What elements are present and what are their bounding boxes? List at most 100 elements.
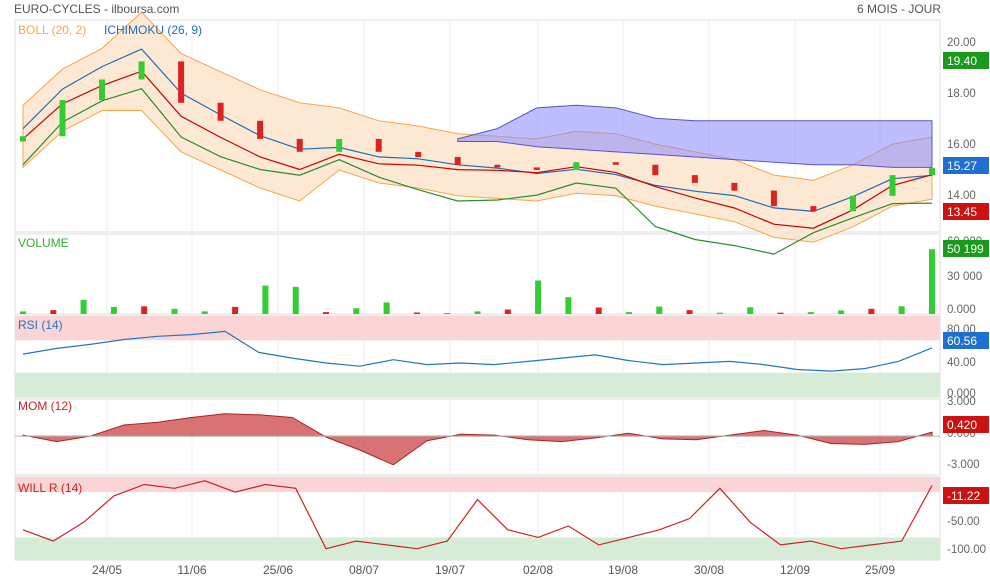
volume-panel bbox=[20, 249, 935, 314]
willr-tick-50: -50.00 bbox=[947, 516, 980, 528]
willr-oversold-zone bbox=[15, 537, 940, 560]
panel-frame-1 bbox=[14, 233, 941, 315]
candle bbox=[810, 206, 817, 212]
x-tick-label: 02/08 bbox=[523, 563, 553, 577]
chikou-line bbox=[22, 88, 933, 255]
volume-bar bbox=[565, 297, 572, 314]
price-tick-14: 14.00 bbox=[947, 190, 976, 202]
badge-mom-bg bbox=[943, 416, 989, 433]
volume-bar bbox=[262, 285, 269, 314]
badge-rsi: 60.56 bbox=[947, 334, 977, 348]
volume-bar bbox=[80, 299, 87, 314]
volume-bar bbox=[868, 308, 875, 314]
volume-bar bbox=[444, 313, 451, 314]
volume-tick-0: 0.000 bbox=[947, 304, 976, 316]
x-tick-label: 19/07 bbox=[435, 563, 465, 577]
x-axis: 24/05 11/06 25/06 08/07 19/07 02/08 19/08 30/08… bbox=[92, 563, 895, 577]
volume-bar bbox=[323, 312, 329, 314]
ichimoku-cloud bbox=[457, 104, 933, 168]
candle bbox=[691, 175, 698, 183]
candle bbox=[731, 182, 738, 191]
period-label: 6 MOIS - JOUR bbox=[856, 2, 941, 16]
bollinger-band bbox=[22, 11, 933, 243]
rsi-tick-40: 40.00 bbox=[947, 357, 976, 369]
candle bbox=[217, 102, 224, 121]
volume-bar bbox=[929, 249, 935, 314]
volume-bar bbox=[656, 306, 663, 314]
volume-bar bbox=[141, 306, 148, 314]
kijun-line bbox=[22, 70, 933, 229]
willr-label: WILL R (14) bbox=[18, 481, 82, 495]
candle bbox=[612, 162, 619, 165]
volume-bar bbox=[777, 312, 784, 314]
volume-label: VOLUME bbox=[18, 236, 69, 250]
willr-line bbox=[22, 480, 933, 550]
volume-bar bbox=[716, 312, 723, 314]
candle bbox=[257, 120, 264, 139]
price-tick-20: 20.00 bbox=[947, 37, 976, 49]
volume-bar bbox=[474, 311, 481, 314]
volume-bar bbox=[686, 310, 693, 314]
candle bbox=[929, 168, 935, 176]
candle bbox=[59, 100, 66, 137]
price-tick-16: 16.00 bbox=[947, 139, 976, 151]
x-tick-label: 19/08 bbox=[608, 563, 638, 577]
volume-bar bbox=[232, 306, 239, 314]
badge-willr: -11.22 bbox=[947, 489, 980, 503]
x-tick-label: 11/06 bbox=[177, 563, 206, 577]
volume-bar bbox=[110, 306, 117, 314]
badge-volume-bg bbox=[943, 240, 989, 257]
tenkan-line bbox=[22, 48, 933, 213]
x-tick-label: 25/09 bbox=[865, 563, 895, 577]
price-panel bbox=[20, 11, 935, 255]
badge-willr-bg bbox=[943, 487, 989, 504]
willr-overbought-zone bbox=[15, 477, 940, 493]
x-tick-label: 30/08 bbox=[694, 563, 724, 577]
candle bbox=[415, 151, 422, 158]
momentum-area bbox=[22, 413, 933, 466]
candle bbox=[889, 175, 896, 196]
volume-bar bbox=[535, 280, 542, 314]
chart-title: EURO-CYCLES - ilboursa.com bbox=[14, 2, 180, 16]
volume-bar bbox=[353, 308, 360, 314]
badge-last: 15.27 bbox=[947, 159, 977, 173]
volume-bar bbox=[504, 309, 511, 314]
candle bbox=[850, 195, 856, 212]
x-tick-label: 25/06 bbox=[263, 563, 293, 577]
volume-tick-30000: 30 000 bbox=[947, 271, 982, 283]
rsi-label: RSI (14) bbox=[18, 318, 63, 332]
volume-bar bbox=[383, 302, 390, 314]
rsi-line bbox=[22, 330, 933, 372]
candle bbox=[533, 167, 540, 170]
volume-bar bbox=[626, 312, 632, 314]
candle bbox=[375, 138, 382, 152]
rsi-panel bbox=[15, 316, 940, 397]
willr-tick-100: -100.00 bbox=[947, 544, 986, 556]
volume-bar bbox=[171, 308, 178, 314]
volume-bar bbox=[807, 312, 814, 314]
x-tick-label: 24/05 bbox=[92, 563, 122, 577]
volume-bar bbox=[413, 312, 420, 314]
mom-tick-3: 3.000 bbox=[947, 396, 976, 408]
badge-volume: 50 199 bbox=[947, 242, 984, 256]
volume-bar bbox=[50, 310, 57, 314]
candle bbox=[573, 162, 580, 170]
volume-bar bbox=[292, 286, 299, 314]
volume-bar bbox=[747, 307, 754, 314]
candle bbox=[454, 157, 461, 165]
candle bbox=[296, 138, 303, 152]
williams-r-panel bbox=[15, 477, 940, 560]
volume-bar bbox=[898, 306, 905, 314]
badge-rsi-bg bbox=[943, 332, 989, 349]
badge-high-bg bbox=[943, 52, 989, 69]
candle bbox=[20, 136, 26, 142]
volume-bar bbox=[595, 307, 602, 314]
candle bbox=[494, 164, 501, 168]
legend-boll: BOLL (20, 2) bbox=[18, 23, 86, 37]
badge-low: 13.45 bbox=[947, 205, 977, 219]
momentum-panel bbox=[15, 413, 940, 466]
candle bbox=[652, 164, 659, 176]
volume-bar bbox=[20, 311, 26, 314]
